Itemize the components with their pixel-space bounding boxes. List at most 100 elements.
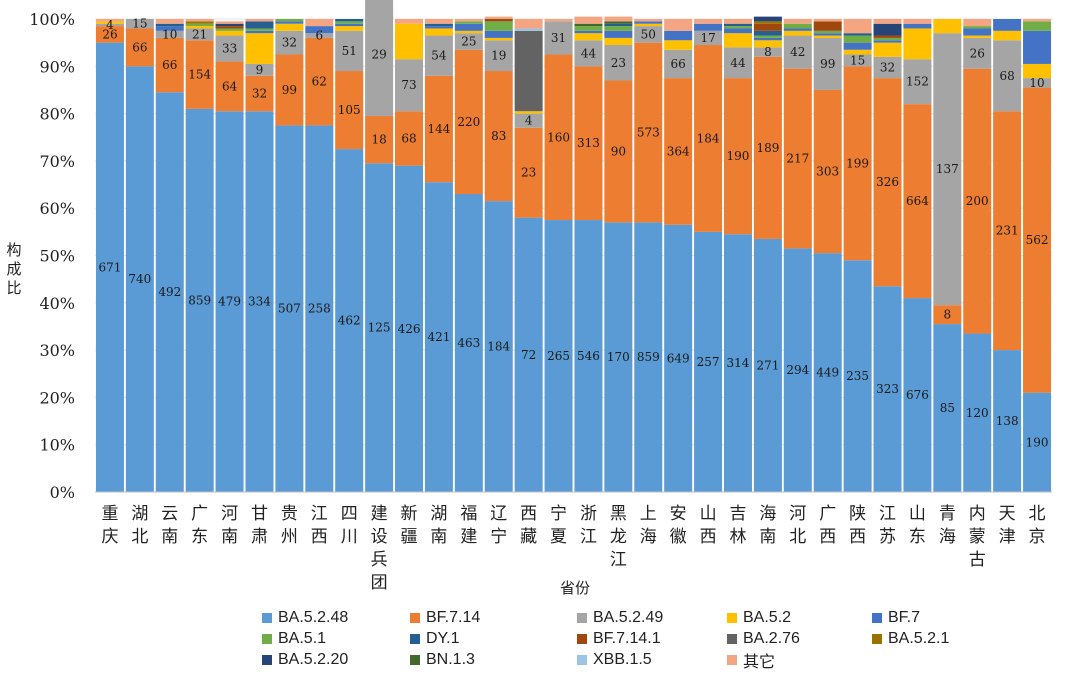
bar-segment — [514, 113, 543, 128]
x-category-label: 江苏 — [879, 504, 896, 547]
data-label: 492 — [158, 285, 181, 299]
bar-segment — [843, 260, 872, 492]
bar-segment — [843, 35, 872, 43]
bar-segment — [424, 23, 453, 27]
data-label: 21 — [192, 27, 207, 41]
legend-swatch — [410, 634, 420, 644]
bar-segment — [215, 23, 244, 27]
bar-segment — [424, 182, 453, 492]
bar-segment — [753, 21, 782, 24]
bar-segment — [454, 23, 483, 31]
x-category-label: 天津 — [999, 504, 1016, 547]
bar-segment — [95, 19, 124, 22]
bar-segment — [1023, 30, 1052, 64]
data-label: 62 — [312, 75, 327, 89]
bar-segment — [185, 19, 214, 22]
data-label: 120 — [966, 406, 989, 420]
bar-segment — [873, 37, 902, 41]
bar-segment — [454, 194, 483, 492]
data-label: 573 — [637, 126, 660, 140]
data-label: 154 — [188, 68, 211, 82]
x-axis-categories: 重庆湖北云南广东河南甘肃贵州江西四川建设兵团新疆湖南福建辽宁西藏宁夏浙江黑龙江上… — [101, 504, 1045, 593]
bar-segment — [664, 19, 693, 31]
data-label: 271 — [756, 358, 779, 372]
bar-segment — [454, 30, 483, 34]
bar-segment — [634, 21, 663, 24]
bar-segment — [424, 26, 453, 29]
data-label: 190 — [727, 149, 750, 163]
data-label: 364 — [667, 144, 690, 158]
legend-swatch — [727, 655, 737, 665]
legend-item: BA.5.2 — [727, 608, 791, 628]
bar-segment — [903, 104, 932, 299]
bar-segment — [514, 30, 543, 112]
legend-swatch — [410, 655, 420, 665]
data-label: 138 — [996, 414, 1019, 428]
legend-item: 其它 — [727, 650, 775, 671]
bar-segment — [813, 253, 842, 492]
data-label: 546 — [577, 349, 600, 363]
y-tick-label: 10% — [39, 436, 75, 455]
x-category-label: 青海 — [939, 504, 956, 547]
bar-segment — [574, 33, 603, 41]
legend-item: BA.5.2.1 — [872, 629, 949, 649]
bar-segment — [365, 163, 394, 492]
bar-segment — [903, 28, 932, 60]
data-label: 90 — [611, 144, 626, 158]
data-label: 8 — [944, 308, 952, 322]
bar-segment — [275, 125, 304, 493]
x-axis-title: 省份 — [560, 579, 590, 597]
bar-segment — [604, 16, 633, 22]
data-label: 170 — [607, 350, 630, 364]
bar-segment — [694, 23, 723, 31]
bar-segment — [155, 37, 184, 93]
data-label: 294 — [786, 363, 809, 377]
bar-segment — [963, 26, 992, 29]
bar-segment — [634, 42, 663, 223]
legend-item: BN.1.3 — [410, 650, 475, 670]
legend-swatch — [727, 634, 737, 644]
legend-swatch — [727, 613, 737, 623]
x-category-label: 河北 — [789, 504, 806, 547]
legend-swatch — [262, 634, 272, 644]
legend-label: BA.5.1 — [278, 630, 327, 647]
bar-segment — [694, 30, 723, 46]
data-label: 6 — [315, 29, 323, 43]
data-label: 152 — [906, 75, 929, 89]
legend-item: BA.5.2.48 — [262, 608, 348, 628]
bar-segment — [1023, 392, 1052, 492]
bar-segment — [993, 350, 1022, 492]
bar-segment — [574, 30, 603, 34]
bar-segment — [813, 30, 842, 34]
bar-segment — [1023, 87, 1052, 393]
data-label: 671 — [99, 260, 122, 274]
legend-label: BF.7.14.1 — [593, 630, 661, 647]
y-tick-label: 40% — [39, 294, 75, 313]
data-label: 463 — [457, 336, 480, 350]
bar-segment — [215, 111, 244, 493]
y-tick-label: 70% — [39, 152, 75, 171]
x-category-label: 陕西 — [849, 504, 866, 547]
data-label: 257 — [697, 355, 720, 369]
x-category-label: 福建 — [460, 504, 477, 547]
bar-segment — [215, 28, 244, 31]
bar-segment — [753, 37, 782, 41]
bar-segment — [783, 23, 812, 29]
bar-segment — [753, 40, 782, 48]
bar-segment — [604, 37, 633, 46]
data-label: 507 — [278, 302, 301, 316]
legend-label: BA.5.2.1 — [888, 630, 950, 647]
data-label: 51 — [342, 44, 357, 58]
bar-segment — [753, 47, 782, 57]
bar-segment — [1023, 19, 1052, 22]
data-label: 199 — [846, 156, 869, 170]
bar-segment — [963, 19, 992, 27]
bar-segment — [514, 19, 543, 29]
data-label: 32 — [252, 86, 267, 100]
bar-segment — [155, 19, 184, 24]
data-label: 85 — [940, 401, 955, 415]
bar-segment — [275, 30, 304, 55]
data-label: 676 — [906, 388, 929, 402]
bar-segment — [843, 19, 872, 34]
bar-segment — [873, 56, 902, 79]
